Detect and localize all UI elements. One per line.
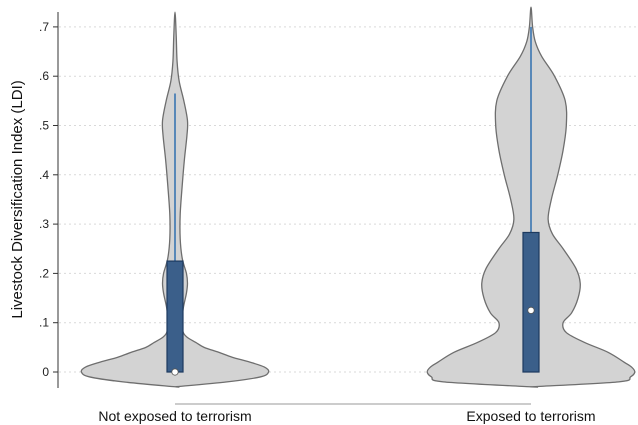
x-axis-categories: Not exposed to terrorism Exposed to terro… xyxy=(98,408,595,424)
y-axis-title: Livestock Diversification Index (LDI) xyxy=(9,80,26,318)
y-tick-label: .2 xyxy=(39,266,49,280)
y-tick-label: .6 xyxy=(39,69,49,83)
y-tick-label: .1 xyxy=(39,316,49,330)
y-axis-ticks: 0 .1 .2 .3 .4 .5 .6 .7 xyxy=(39,20,58,379)
median-marker xyxy=(171,368,179,376)
violins xyxy=(80,6,636,388)
x-category-label: Not exposed to terrorism xyxy=(98,408,251,424)
y-tick-label: .4 xyxy=(39,168,49,182)
y-tick-label: 0 xyxy=(42,365,49,379)
iqr-box xyxy=(166,260,184,373)
median-marker xyxy=(527,306,535,314)
iqr-box xyxy=(522,231,540,373)
y-tick-label: .7 xyxy=(39,20,49,34)
y-tick-label: .3 xyxy=(39,217,49,231)
y-tick-label: .5 xyxy=(39,119,49,133)
x-category-label: Exposed to terrorism xyxy=(466,408,595,424)
